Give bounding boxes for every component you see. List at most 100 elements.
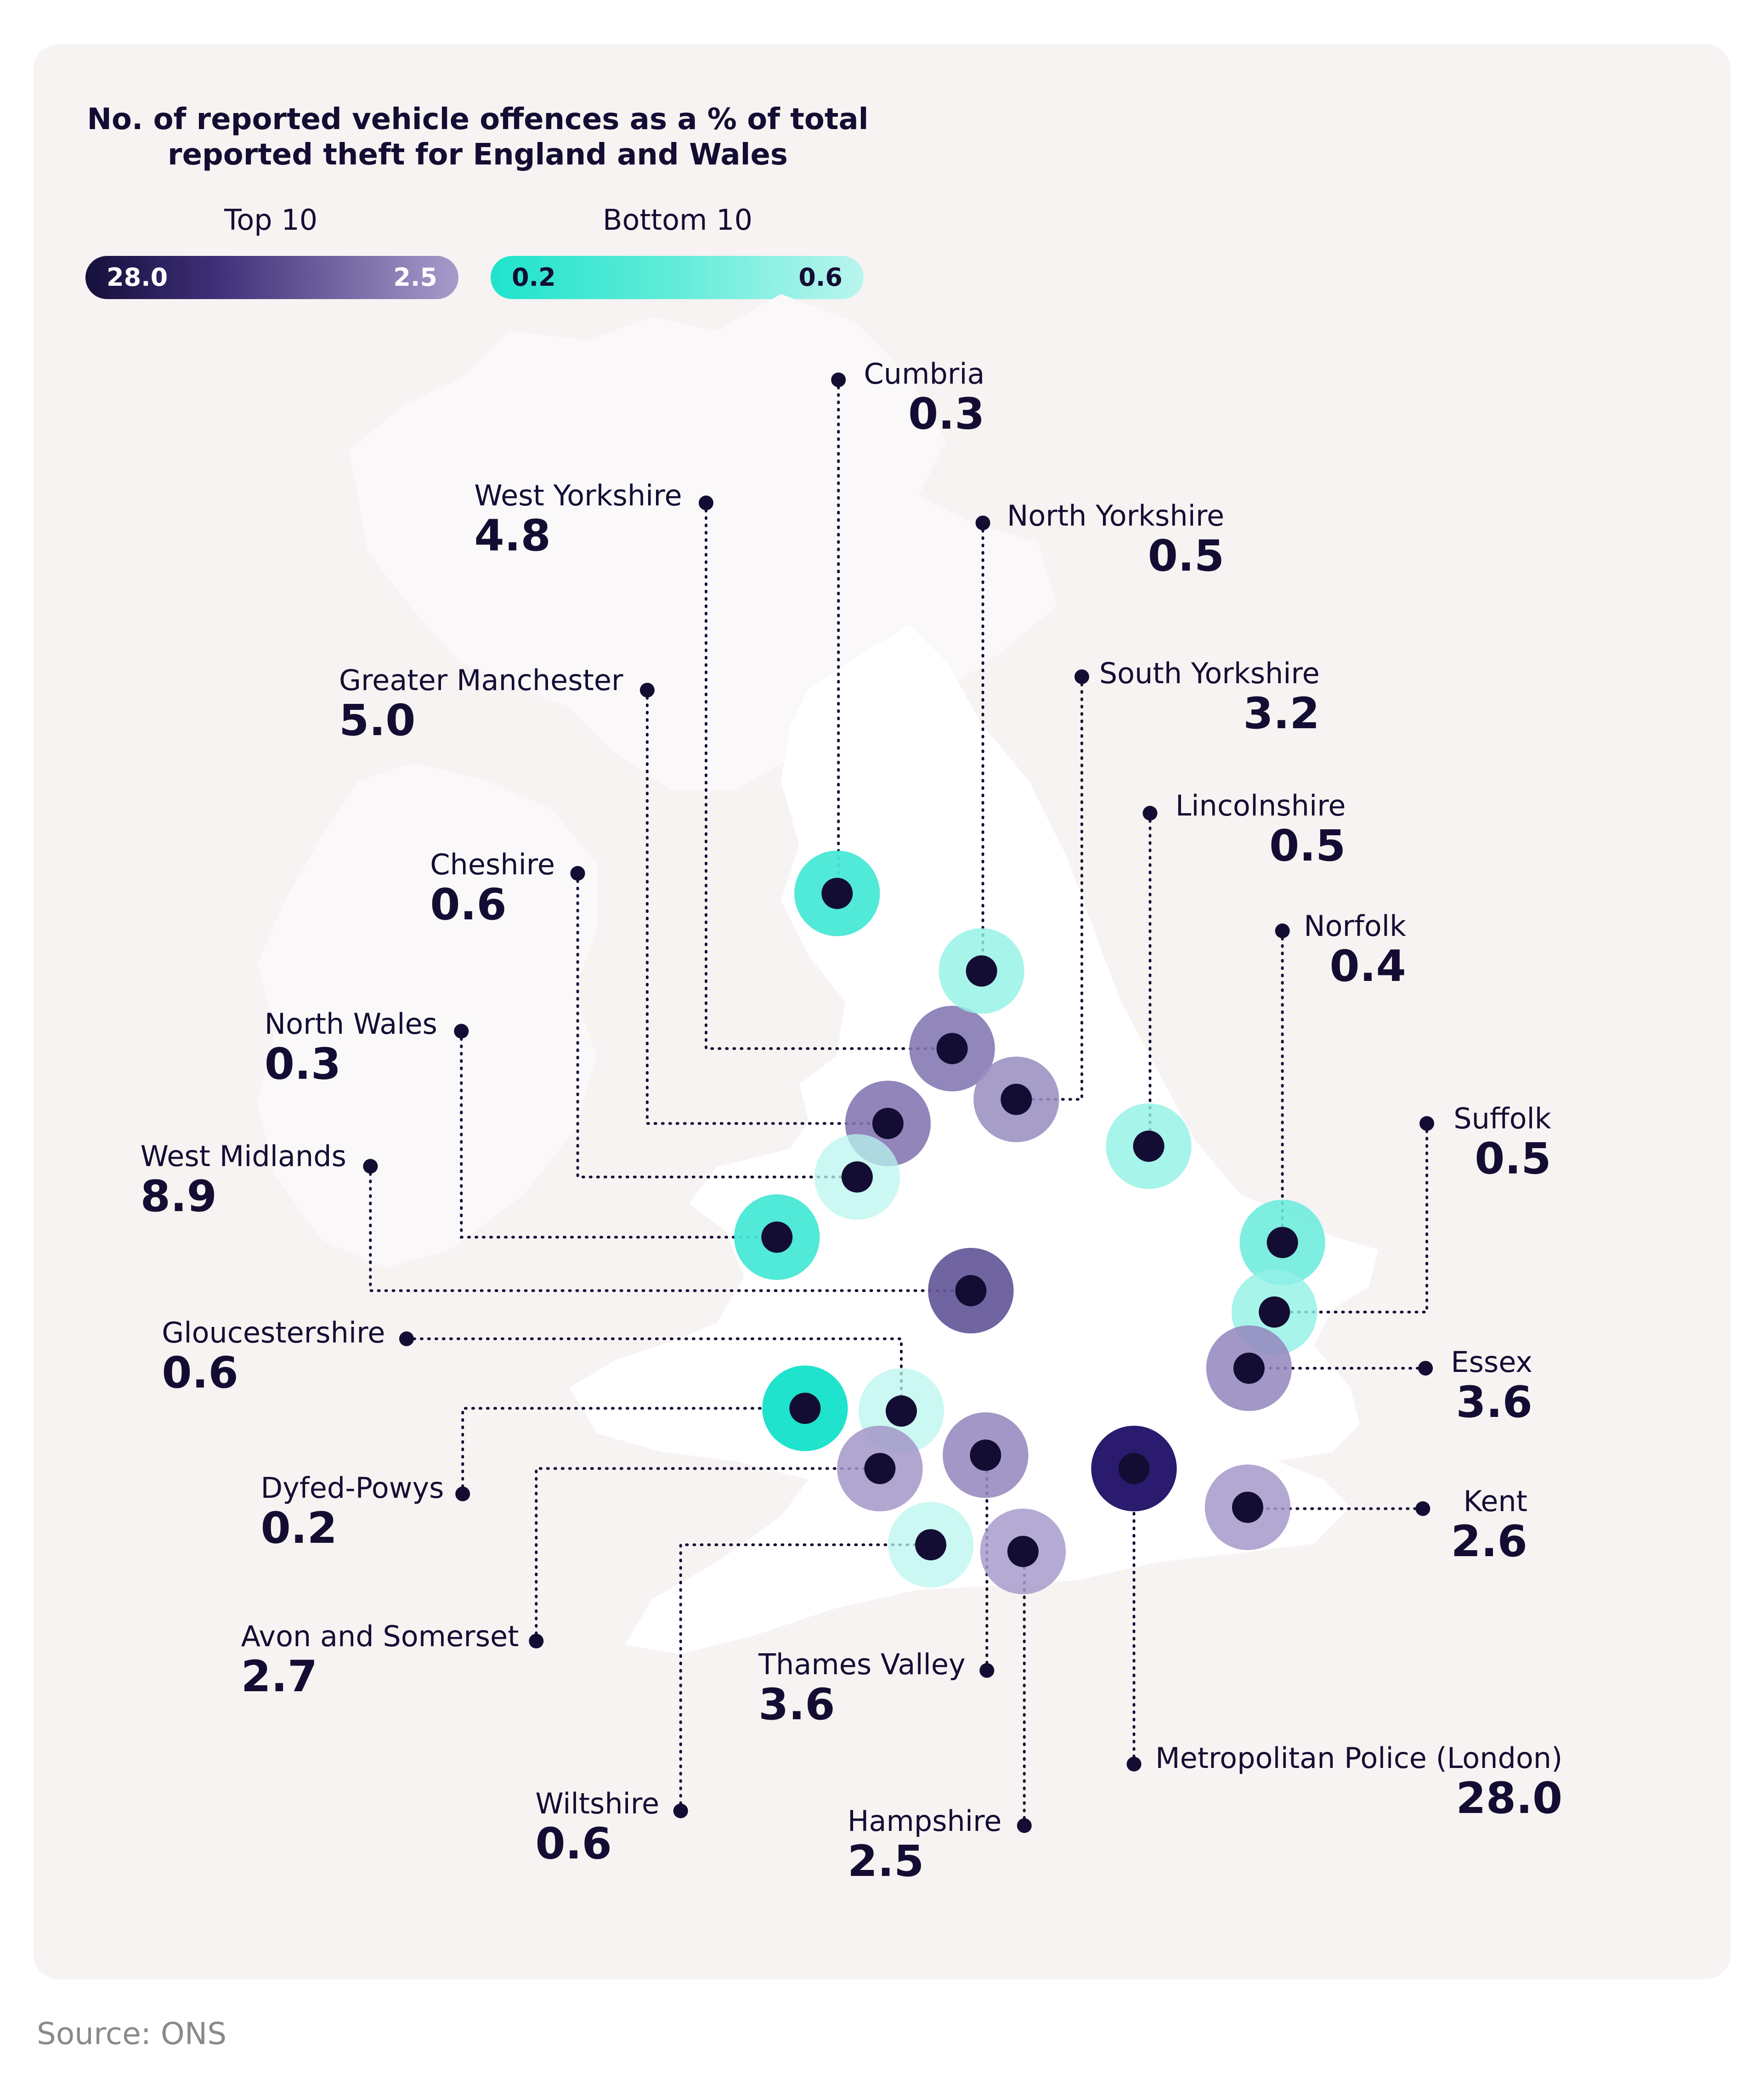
region-value: 0.5 xyxy=(1148,531,1225,581)
region-name: Essex xyxy=(1451,1345,1532,1379)
region-name: Lincolnshire xyxy=(1175,789,1346,823)
region-label-norfolk: Norfolk 0.4 xyxy=(1304,910,1406,991)
source-note: Source: ONS xyxy=(37,2016,227,2051)
region-label-west-midlands: West Midlands 8.9 xyxy=(140,1139,346,1222)
region-center-dot-north-yorkshire xyxy=(966,955,997,987)
label-dot-suffolk xyxy=(1419,1116,1435,1131)
label-dot-gloucestershire xyxy=(399,1331,414,1346)
region-label-cumbria: Cumbria 0.3 xyxy=(864,357,985,438)
region-label-gloucestershire: Gloucestershire 0.6 xyxy=(162,1316,385,1397)
region-value: 0.5 xyxy=(1475,1134,1551,1184)
label-dot-north-yorkshire xyxy=(975,516,990,531)
label-dot-south-yorkshire xyxy=(1074,669,1089,684)
region-name: Thames Valley xyxy=(758,1648,966,1682)
region-center-dot-north-wales xyxy=(761,1221,793,1253)
leader-line-dyfed-powys xyxy=(461,1407,807,1496)
label-dot-wiltshire xyxy=(673,1803,688,1818)
label-dot-thames-valley xyxy=(979,1663,995,1678)
label-dot-cumbria xyxy=(831,372,846,387)
region-name: Gloucestershire xyxy=(162,1316,385,1350)
region-center-dot-greater-manchester xyxy=(872,1108,904,1139)
region-name: Hampshire xyxy=(847,1804,1002,1838)
region-center-dot-thames-valley xyxy=(970,1439,1001,1471)
region-center-dot-south-yorkshire xyxy=(1001,1083,1032,1115)
region-value: 0.2 xyxy=(260,1503,338,1553)
region-label-kent: Kent 2.6 xyxy=(1451,1484,1527,1567)
label-dot-hampshire xyxy=(1017,1818,1032,1833)
legend-top-high: 2.5 xyxy=(393,263,437,292)
region-label-essex: Essex 3.6 xyxy=(1451,1346,1532,1427)
region-value: 2.6 xyxy=(1451,1516,1527,1567)
region-value: 0.6 xyxy=(430,880,507,930)
region-name: Avon and Somerset xyxy=(241,1619,519,1653)
region-label-thames-valley: Thames Valley 3.6 xyxy=(758,1648,966,1729)
region-name: Cumbria xyxy=(864,357,985,391)
region-center-dot-suffolk xyxy=(1259,1296,1290,1328)
region-value: 2.5 xyxy=(847,1836,924,1886)
label-dot-lincolnshire xyxy=(1142,805,1158,821)
label-dot-kent xyxy=(1415,1501,1430,1516)
region-value: 0.6 xyxy=(162,1348,238,1399)
ireland-shape xyxy=(257,763,597,1268)
region-label-south-yorkshire: South Yorkshire 3.2 xyxy=(1099,657,1320,738)
label-dot-norfolk xyxy=(1275,923,1290,939)
region-name: West Midlands xyxy=(140,1139,346,1173)
legend-top-heading: Top 10 xyxy=(224,203,318,237)
region-name: Suffolk xyxy=(1453,1102,1551,1136)
region-name: Metropolitan Police (London) xyxy=(1155,1741,1563,1775)
leader-line-west-midlands xyxy=(369,1165,972,1292)
region-value: 28.0 xyxy=(1456,1773,1563,1824)
region-name: Wiltshire xyxy=(535,1786,660,1820)
region-name: Cheshire xyxy=(430,848,555,882)
region-label-metropolitan-police-london: Metropolitan Police (London) 28.0 xyxy=(1155,1741,1563,1824)
label-dot-west-yorkshire xyxy=(699,495,714,510)
region-label-suffolk: Suffolk 0.5 xyxy=(1453,1102,1551,1183)
region-value: 0.3 xyxy=(264,1039,341,1089)
region-center-dot-metropolitan-police-london xyxy=(1118,1453,1150,1484)
leader-line-wiltshire xyxy=(679,1543,933,1813)
region-label-cheshire: Cheshire 0.6 xyxy=(430,848,555,929)
region-center-dot-essex xyxy=(1233,1352,1265,1384)
region-name: Greater Manchester xyxy=(339,663,623,697)
region-name: Dyfed-Powys xyxy=(260,1471,444,1505)
legend-top-low: 28.0 xyxy=(107,263,168,292)
region-center-dot-gloucestershire xyxy=(886,1395,917,1427)
region-value: 0.6 xyxy=(535,1818,612,1869)
label-dot-greater-manchester xyxy=(639,683,655,698)
region-center-dot-cheshire xyxy=(841,1161,873,1193)
region-center-dot-wiltshire xyxy=(915,1529,947,1561)
region-label-west-yorkshire: West Yorkshire 4.8 xyxy=(474,479,682,560)
label-dot-essex xyxy=(1418,1360,1433,1376)
region-name: North Wales xyxy=(264,1007,437,1041)
region-label-north-yorkshire: North Yorkshire 0.5 xyxy=(1007,499,1224,580)
region-center-dot-avon-and-somerset xyxy=(864,1453,896,1484)
leader-line-cheshire xyxy=(576,872,859,1178)
label-dot-west-midlands xyxy=(363,1159,378,1174)
leader-line-avon-and-somerset xyxy=(535,1467,882,1643)
leader-line-west-yorkshire xyxy=(705,501,954,1050)
region-value: 3.2 xyxy=(1243,689,1320,739)
leader-line-north-wales xyxy=(460,1030,779,1239)
region-name: North Yorkshire xyxy=(1006,499,1225,532)
region-label-avon-and-somerset: Avon and Somerset 2.7 xyxy=(241,1620,519,1701)
label-dot-avon-and-somerset xyxy=(529,1633,544,1648)
region-value: 0.3 xyxy=(908,389,985,439)
region-center-dot-kent xyxy=(1232,1491,1263,1523)
region-label-greater-manchester: Greater Manchester 5.0 xyxy=(339,663,623,745)
region-center-dot-hampshire xyxy=(1007,1535,1039,1567)
chart-title: No. of reported vehicle offences as a % … xyxy=(87,102,869,172)
label-dot-cheshire xyxy=(570,866,585,881)
region-value: 0.5 xyxy=(1269,821,1346,872)
legend-top-scale: 28.0 2.5 xyxy=(85,256,458,299)
region-value: 0.4 xyxy=(1329,941,1406,992)
region-center-dot-cumbria xyxy=(821,878,853,909)
label-dot-dyfed-powys xyxy=(455,1486,470,1501)
region-label-wiltshire: Wiltshire 0.6 xyxy=(535,1787,659,1868)
legend-bottom-heading: Bottom 10 xyxy=(603,203,753,237)
region-label-dyfed-powys: Dyfed-Powys 0.2 xyxy=(260,1471,444,1553)
region-center-dot-lincolnshire xyxy=(1133,1130,1165,1162)
region-value: 8.9 xyxy=(140,1171,217,1222)
region-center-dot-west-yorkshire xyxy=(936,1033,968,1065)
